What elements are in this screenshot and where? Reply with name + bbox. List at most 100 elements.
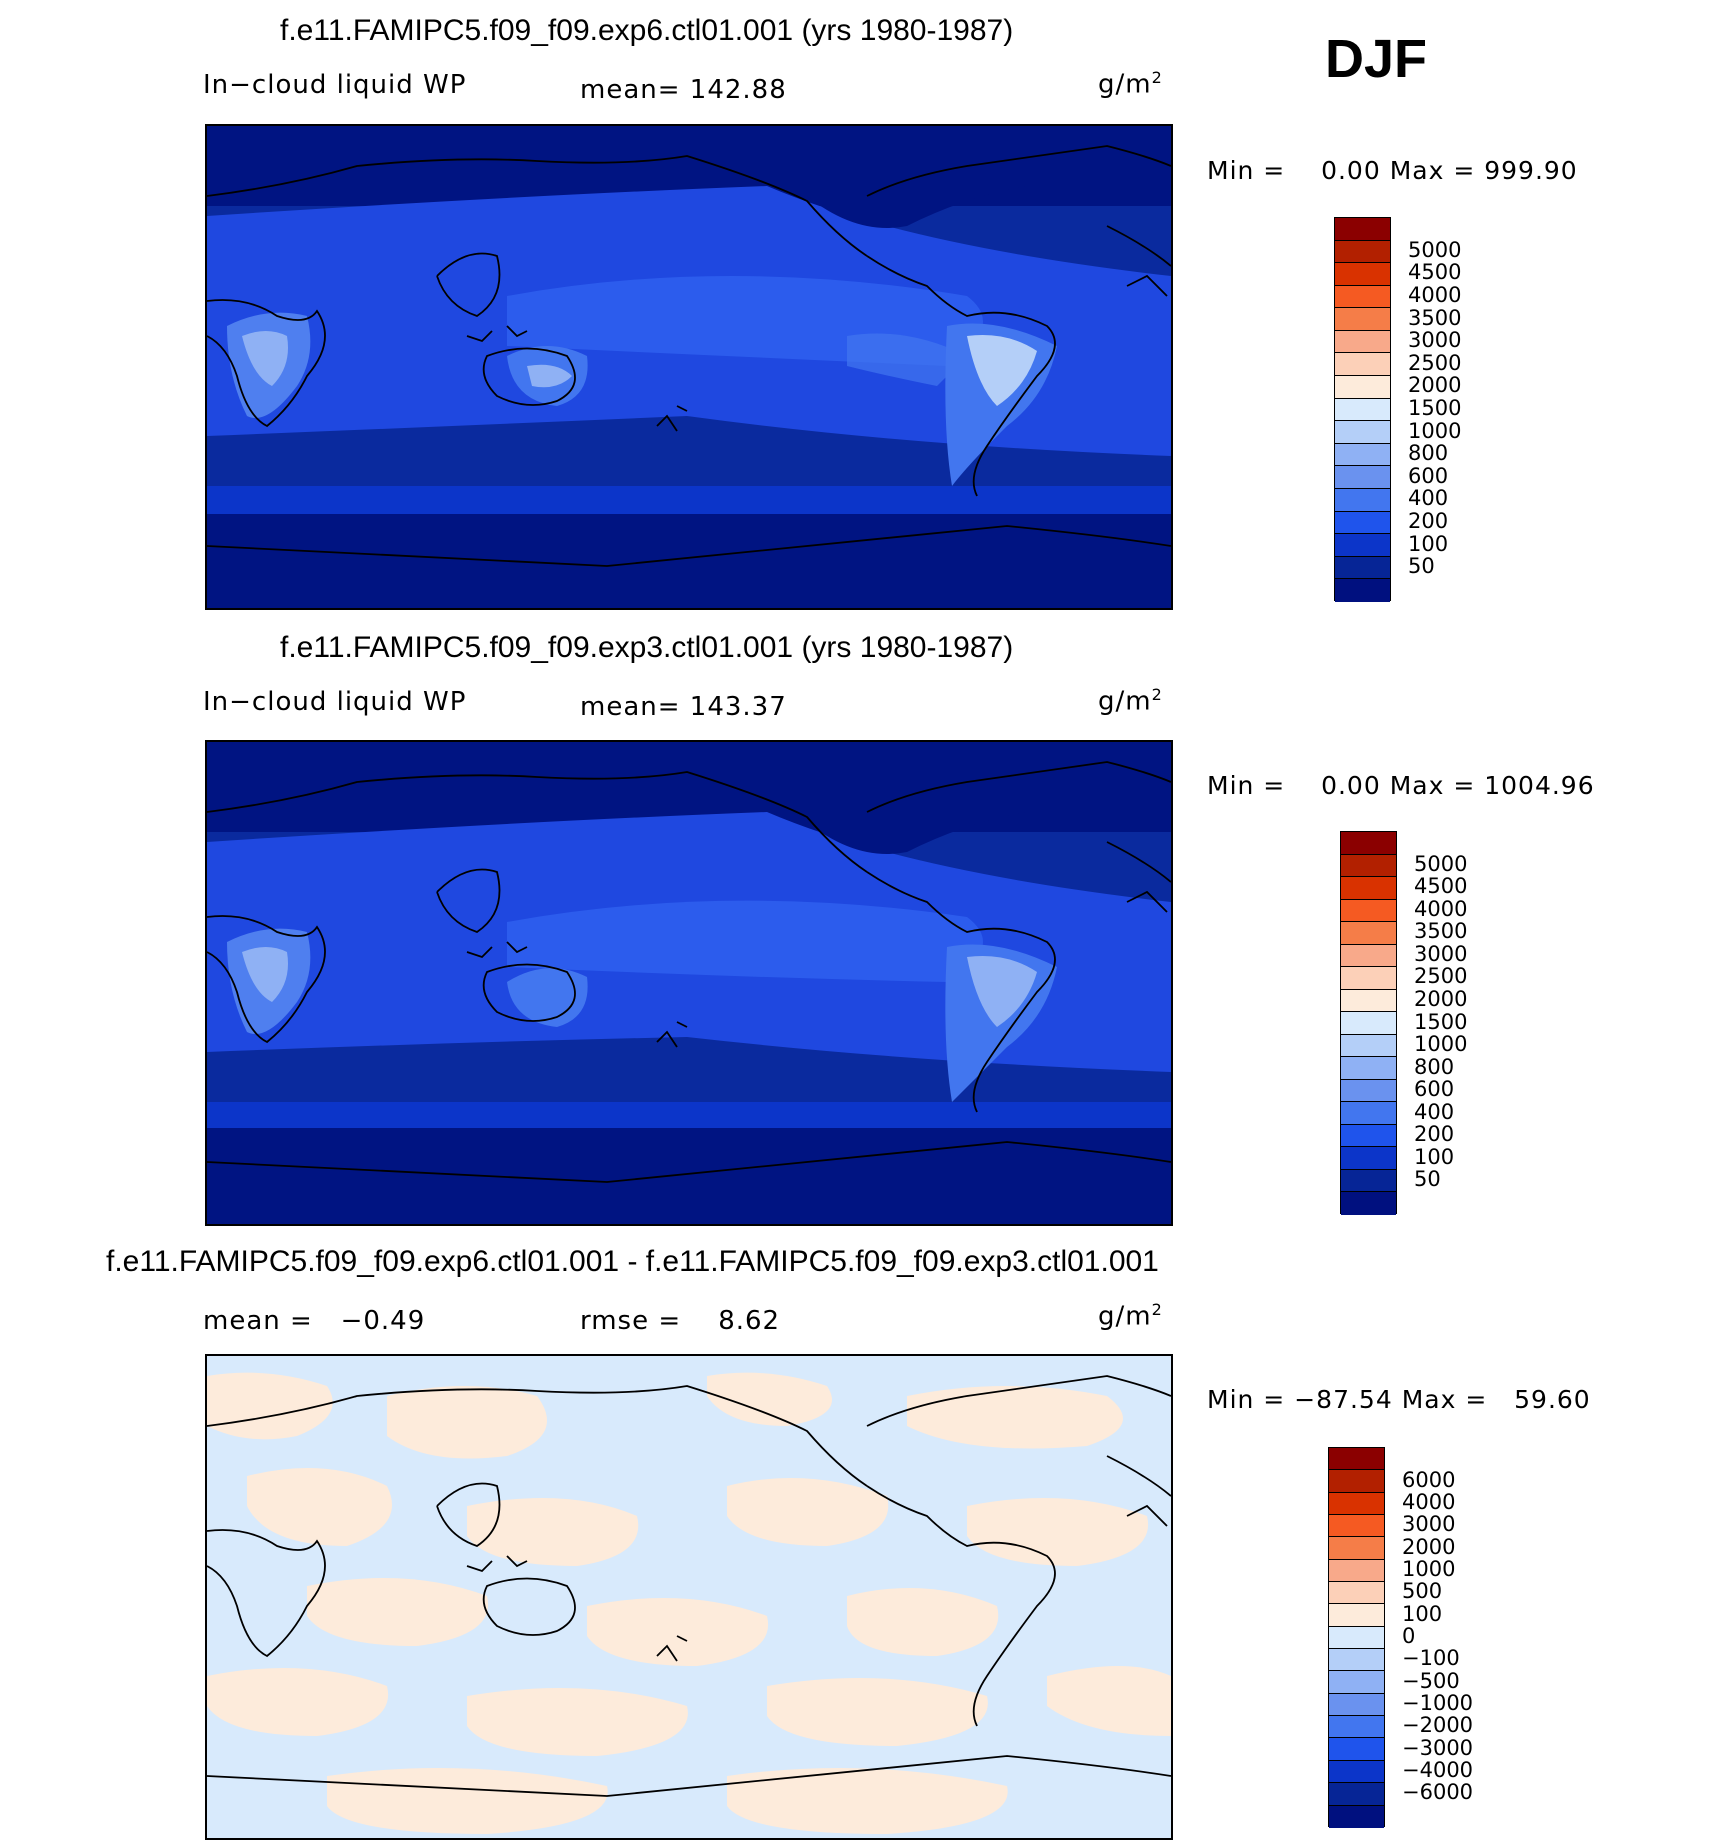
- panel-3-map: [205, 1354, 1173, 1840]
- colorbar-swatch: [1335, 579, 1390, 602]
- colorbar-swatch: [1329, 1760, 1384, 1784]
- colorbar-swatch: [1329, 1604, 1384, 1627]
- colorbar-label: 400: [1408, 486, 1449, 511]
- panel-1-variable-label: In−cloud liquid WP: [203, 70, 467, 100]
- colorbar-label: 5000: [1408, 237, 1462, 262]
- colorbar-label: 600: [1408, 463, 1449, 488]
- colorbar-swatch: [1341, 854, 1396, 878]
- colorbar-label: 600: [1414, 1077, 1455, 1102]
- colorbar-label: 50: [1408, 554, 1435, 579]
- panel-3-mean-label: mean = −0.49: [203, 1306, 426, 1336]
- colorbar-swatch: [1335, 263, 1390, 286]
- colorbar-label: 2500: [1414, 964, 1468, 989]
- colorbar-swatch: [1329, 1671, 1384, 1694]
- panel-2-minmax: Min = 0.00 Max = 1004.96: [1207, 771, 1595, 800]
- colorbar-swatch: [1335, 376, 1390, 399]
- colorbar-label: 2500: [1408, 350, 1462, 375]
- colorbar-label: −3000: [1402, 1735, 1474, 1760]
- colorbar-swatch: [1341, 1124, 1396, 1148]
- colorbar-label: −2000: [1402, 1713, 1474, 1738]
- colorbar-swatch: [1335, 443, 1390, 467]
- colorbar-label: 1500: [1414, 1009, 1468, 1034]
- colorbar-label: 3500: [1414, 919, 1468, 944]
- colorbar-swatch: [1341, 877, 1396, 900]
- colorbar-swatch: [1329, 1448, 1384, 1471]
- panel-3-rmse-label: rmse = 8.62: [580, 1306, 781, 1336]
- colorbar-label: 2000: [1414, 986, 1468, 1011]
- panel-3-units: g/m2: [1098, 1300, 1163, 1332]
- colorbar-swatch: [1341, 1102, 1396, 1125]
- panel-2-colorbar: [1340, 831, 1397, 1215]
- panel-2-map: [205, 740, 1173, 1226]
- panel-1-units: g/m2: [1098, 68, 1163, 100]
- colorbar-swatch: [1335, 330, 1390, 354]
- colorbar-label: 3000: [1402, 1512, 1456, 1537]
- colorbar-swatch: [1341, 1079, 1396, 1103]
- colorbar-swatch: [1341, 1034, 1396, 1058]
- panel-1-colorbar: [1334, 217, 1391, 602]
- colorbar-swatch: [1329, 1626, 1384, 1650]
- panel-2-variable-label: In−cloud liquid WP: [203, 687, 467, 717]
- colorbar-swatch: [1341, 832, 1396, 855]
- colorbar-label: 3000: [1408, 328, 1462, 353]
- colorbar-swatch: [1341, 1012, 1396, 1035]
- colorbar-label: 100: [1414, 1144, 1455, 1169]
- colorbar-label: 4500: [1414, 874, 1468, 899]
- colorbar-swatch: [1341, 989, 1396, 1013]
- colorbar-swatch: [1329, 1582, 1384, 1605]
- colorbar-label: 4000: [1414, 896, 1468, 921]
- colorbar-swatch: [1329, 1805, 1384, 1828]
- colorbar-label: 4000: [1408, 283, 1462, 308]
- colorbar-label: 6000: [1402, 1467, 1456, 1492]
- panel-3-minmax: Min = −87.54 Max = 59.60: [1207, 1385, 1591, 1414]
- colorbar-swatch: [1329, 1492, 1384, 1516]
- colorbar-label: 50: [1414, 1167, 1441, 1192]
- colorbar-label: 2000: [1402, 1534, 1456, 1559]
- colorbar-swatch: [1335, 556, 1390, 580]
- colorbar-label: 200: [1414, 1122, 1455, 1147]
- panel-2-map-svg: [207, 742, 1171, 1224]
- colorbar-swatch: [1329, 1537, 1384, 1560]
- colorbar-label: 4500: [1408, 260, 1462, 285]
- colorbar-swatch: [1329, 1649, 1384, 1672]
- panel-3-map-svg: [207, 1356, 1171, 1838]
- colorbar-label: 1500: [1408, 396, 1462, 420]
- colorbar-label: 800: [1408, 441, 1449, 466]
- colorbar-swatch: [1335, 353, 1390, 377]
- colorbar-swatch: [1329, 1470, 1384, 1493]
- colorbar-swatch: [1329, 1738, 1384, 1761]
- panel-2-units: g/m2: [1098, 685, 1163, 717]
- colorbar-swatch: [1329, 1716, 1384, 1739]
- colorbar-label: 1000: [1402, 1556, 1456, 1581]
- colorbar-label: −100: [1402, 1646, 1460, 1671]
- colorbar-swatch: [1335, 534, 1390, 557]
- colorbar-label: 100: [1408, 531, 1449, 556]
- colorbar-label: −4000: [1402, 1758, 1474, 1783]
- panel-1-map: [205, 124, 1173, 610]
- panel-2-title: f.e11.FAMIPC5.f09_f09.exp3.ctl01.001 (yr…: [280, 631, 1014, 664]
- panel-1-minmax: Min = 0.00 Max = 999.90: [1207, 156, 1578, 185]
- colorbar-swatch: [1341, 1169, 1396, 1193]
- colorbar-label: −1000: [1402, 1691, 1474, 1716]
- colorbar-swatch: [1335, 488, 1390, 512]
- colorbar-swatch: [1335, 421, 1390, 444]
- colorbar-label: 1000: [1414, 1032, 1468, 1057]
- panel-3-colorbar: [1328, 1447, 1385, 1828]
- colorbar-swatch: [1329, 1559, 1384, 1583]
- colorbar-label: 500: [1402, 1579, 1443, 1604]
- colorbar-swatch: [1335, 240, 1390, 264]
- colorbar-label: 800: [1414, 1054, 1455, 1079]
- colorbar-label: 3000: [1414, 941, 1468, 966]
- colorbar-swatch: [1329, 1693, 1384, 1717]
- colorbar-label: 0: [1402, 1624, 1416, 1648]
- colorbar-swatch: [1335, 398, 1390, 422]
- colorbar-label: 5000: [1414, 851, 1468, 876]
- panel-3-title: f.e11.FAMIPC5.f09_f09.exp6.ctl01.001 - f…: [106, 1245, 1159, 1278]
- colorbar-swatch: [1341, 1192, 1396, 1215]
- colorbar-swatch: [1341, 1147, 1396, 1170]
- colorbar-label: 4000: [1402, 1489, 1456, 1514]
- season-label: DJF: [1325, 29, 1428, 89]
- colorbar-swatch: [1341, 1057, 1396, 1080]
- colorbar-label: 100: [1402, 1601, 1443, 1626]
- colorbar-label: 2000: [1408, 373, 1462, 398]
